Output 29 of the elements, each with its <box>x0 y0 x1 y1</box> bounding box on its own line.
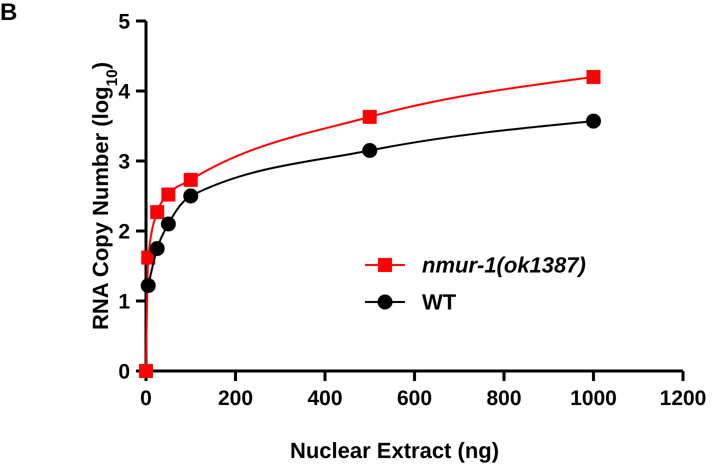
point <box>150 205 164 220</box>
point <box>183 188 198 204</box>
x-axis-title: Nuclear Extract (ng) <box>290 438 500 463</box>
point <box>160 216 176 232</box>
point <box>184 172 198 187</box>
y-tick-label: 1 <box>118 290 130 314</box>
y-tick-label: 2 <box>118 220 130 244</box>
x-tick-label: 0 <box>140 387 152 410</box>
x-tick-label: 600 <box>396 387 432 410</box>
point <box>362 110 377 124</box>
legend-label: nmur-1(ok1387) <box>422 252 586 278</box>
y-tick-label: 0 <box>118 360 130 384</box>
x-tick-label: 200 <box>218 387 254 410</box>
y-tick-label: 4 <box>118 80 130 104</box>
chart-title: B <box>0 0 18 26</box>
x-tick-label: 1000 <box>570 387 617 410</box>
x-tick-label: 400 <box>307 387 343 410</box>
y-tick-label: 3 <box>118 150 130 174</box>
point <box>140 278 156 294</box>
x-tick-label: 800 <box>486 387 522 410</box>
point <box>161 188 176 202</box>
point <box>586 70 600 84</box>
point <box>362 143 378 158</box>
point <box>139 364 153 378</box>
y-tick-label: 5 <box>118 10 130 34</box>
point <box>586 114 601 129</box>
legend-label: WT <box>422 290 457 315</box>
x-tick-label: 1200 <box>660 387 706 410</box>
point <box>150 241 165 256</box>
